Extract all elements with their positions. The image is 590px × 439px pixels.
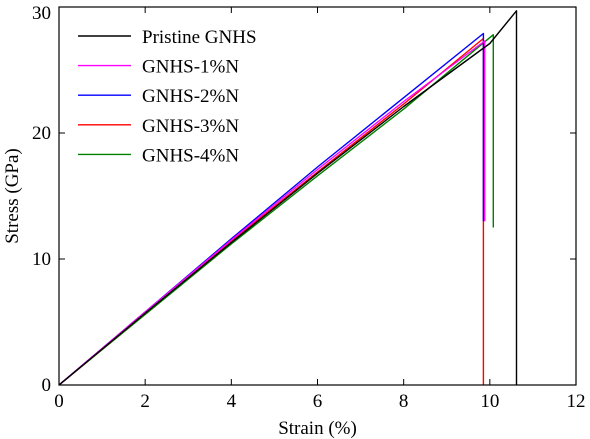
series-line-0: [58, 10, 518, 386]
series-line-1: [58, 40, 486, 386]
x-tick-label: 2: [140, 391, 150, 412]
legend-label-1: GNHS-1%N: [142, 57, 239, 78]
legend-label-3: GNHS-3%N: [142, 116, 239, 137]
y-tick-label: 10: [32, 249, 51, 270]
y-tick-label: 30: [32, 3, 51, 24]
legend-label-2: GNHS-2%N: [142, 86, 239, 107]
y-tick-label: 20: [32, 123, 51, 144]
x-tick-label: 6: [313, 391, 323, 412]
x-axis-label: Strain (%): [278, 418, 357, 439]
x-tick-label: 8: [399, 391, 409, 412]
legend-label-0: Pristine GNHS: [142, 27, 257, 48]
series-line-4: [58, 34, 494, 386]
plot-frame: [58, 6, 577, 386]
x-tick-label: 4: [227, 391, 237, 412]
y-tick-label: 0: [42, 375, 52, 396]
y-axis-label: Stress (GPa): [2, 148, 23, 244]
x-tick-label: 10: [480, 391, 499, 412]
series-layer: [58, 10, 518, 386]
x-tick-label: 0: [54, 391, 64, 412]
legend: Pristine GNHS GNHS-1%N GNHS-2%N GNHS-3%N GNH…: [78, 27, 257, 166]
x-tick-label: 12: [567, 391, 586, 412]
tick-layer: 0 2 4 6 8 10 12 0 10 20 30: [32, 3, 586, 412]
legend-label-4: GNHS-4%N: [142, 145, 239, 166]
